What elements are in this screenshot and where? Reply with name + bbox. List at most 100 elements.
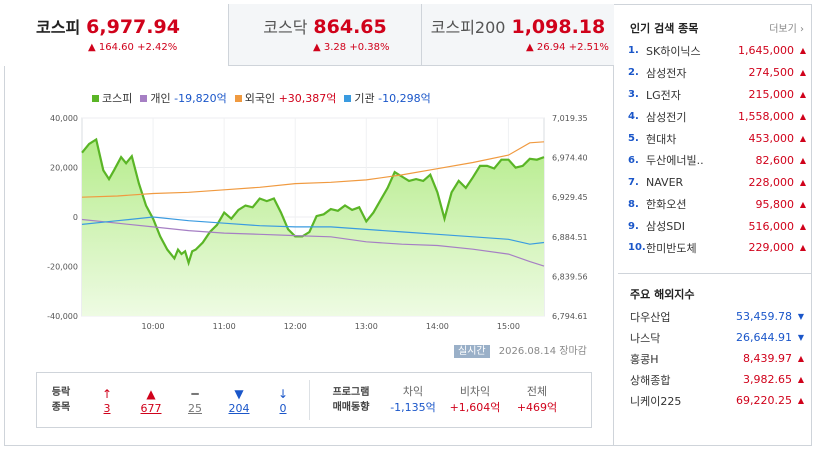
popular-item[interactable]: 10. 한미반도체 229,000 ▲	[628, 237, 806, 259]
popular-item[interactable]: 4. 삼성전기 1,558,000 ▲	[628, 106, 806, 128]
rank-number: 6.	[628, 154, 639, 166]
stock-price: 1,558,000	[738, 110, 794, 124]
right-tick-label: 7,019.35	[552, 114, 588, 123]
popular-item[interactable]: 6. 두산에너빌.. 82,600 ▲	[628, 149, 806, 171]
status-date: 2026.08.14	[498, 346, 557, 357]
world-index-item[interactable]: 나스닥 26,644.91 ▼	[630, 327, 804, 348]
flat-icon: ━	[191, 386, 199, 401]
rising-icon: ▲	[146, 386, 156, 401]
world-index-item[interactable]: 니케이225 69,220.25 ▲	[630, 390, 804, 411]
tab-name: 코스닥	[263, 18, 308, 37]
lower-limit-icon: ↓	[277, 386, 289, 401]
stock-name[interactable]: 현대차	[646, 132, 677, 146]
stock-name[interactable]: 삼성전자	[646, 66, 687, 80]
up-arrow-icon: ▲	[799, 46, 806, 56]
legend-kospi[interactable]: 코스피	[92, 90, 132, 106]
tab-rate: +2.51%	[568, 42, 609, 53]
up-arrow-icon: ▲	[799, 90, 806, 100]
program-item: 차익 -1,135억	[382, 384, 444, 416]
kospi-area	[82, 139, 544, 316]
rank-number: 10.	[628, 242, 646, 254]
index-name[interactable]: 다우산업	[630, 310, 671, 324]
legend-individual[interactable]: 개인 -19,820억	[140, 90, 227, 106]
left-tick-label: 0	[73, 213, 78, 222]
world-index-item[interactable]: 다우산업 53,459.78 ▼	[630, 306, 804, 327]
legend-institution[interactable]: 기관 -10,298억	[344, 90, 431, 106]
more-link[interactable]: 더보기 ›	[769, 24, 804, 35]
index-name[interactable]: 나스닥	[630, 331, 661, 345]
index-name[interactable]: 니케이225	[630, 394, 682, 408]
program-item: 비차익 +1,604억	[444, 384, 506, 416]
right-tick-label: 6,839.56	[552, 272, 588, 281]
rank-number: 3.	[628, 89, 639, 101]
popular-list: 1. SK하이닉스 1,645,000 ▲ 2. 삼성전자 274,500 ▲ 3. LG전자 21…	[628, 40, 806, 259]
up-arrow-icon: ▲	[799, 112, 806, 122]
index-name[interactable]: 홍콩H	[630, 352, 659, 366]
realtime-badge[interactable]: 실시간	[454, 345, 490, 358]
stock-price: 82,600	[755, 153, 795, 167]
stock-name[interactable]: 한화오션	[646, 198, 687, 212]
breadth-count[interactable]: 204	[228, 401, 250, 415]
breadth-count[interactable]: 0	[279, 401, 287, 415]
world-indices-list: 다우산업 53,459.78 ▼ 나스닥 26,644.91 ▼ 홍콩H 8,439.97 ▲ 상…	[630, 306, 804, 411]
world-index-item[interactable]: 홍콩H 8,439.97 ▲	[630, 348, 804, 369]
popular-item[interactable]: 7. NAVER 228,000 ▲	[628, 171, 806, 193]
breadth-count[interactable]: 677	[140, 401, 162, 415]
left-tick-label: -40,000	[47, 312, 78, 321]
popular-item[interactable]: 1. SK하이닉스 1,645,000 ▲	[628, 40, 806, 62]
right-tick-label: 6,929.45	[552, 193, 588, 202]
index-name[interactable]: 상해종합	[630, 373, 671, 387]
program-value: -1,135억	[390, 401, 436, 414]
popular-item[interactable]: 3. LG전자 215,000 ▲	[628, 84, 806, 106]
popular-item[interactable]: 9. 삼성SDI 516,000 ▲	[628, 215, 806, 237]
legend-foreign[interactable]: 외국인 +30,387억	[234, 90, 336, 106]
popular-item[interactable]: 8. 한화오션 95,800 ▲	[628, 193, 806, 215]
tab-value: 1,098.18	[511, 16, 606, 38]
tab-index-1[interactable]: 코스닥 864.65 ▲ 3.28 +0.38%	[229, 4, 422, 66]
stock-name[interactable]: 삼성SDI	[646, 220, 685, 234]
popular-header: 인기 검색 종목 더보기 ›	[630, 20, 804, 36]
popular-title: 인기 검색 종목	[630, 22, 699, 35]
up-arrow-icon: ▲	[799, 177, 806, 187]
rank-number: 9.	[628, 220, 639, 232]
stock-price: 1,645,000	[738, 44, 794, 58]
popular-item[interactable]: 5. 현대차 453,000 ▲	[628, 128, 806, 150]
stock-name[interactable]: LG전자	[646, 88, 681, 102]
down-arrow-icon: ▼	[797, 312, 804, 321]
chevron-right-icon: ›	[800, 24, 804, 35]
institution-series-line	[81, 216, 545, 245]
stock-name[interactable]: NAVER	[646, 175, 684, 189]
stock-price: 229,000	[748, 241, 795, 255]
stock-name[interactable]: SK하이닉스	[646, 44, 701, 58]
tab-change: 164.60	[98, 42, 134, 53]
program-header: 전체	[526, 385, 548, 398]
breadth-falling[interactable]: ▼ 204	[217, 386, 261, 415]
stats-divider	[309, 380, 310, 420]
time-tick-label: 15:00	[497, 322, 520, 331]
time-tick-label: 13:00	[355, 322, 378, 331]
right-tick-label: 6,884.51	[552, 233, 588, 242]
individual-series-line	[81, 218, 545, 267]
breadth-count[interactable]: 3	[103, 401, 111, 415]
world-index-item[interactable]: 상해종합 3,982.65 ▲	[630, 369, 804, 390]
up-arrow-icon: ▲	[799, 243, 806, 253]
stock-name[interactable]: 한미반도체	[646, 241, 697, 255]
breadth-upper-limit[interactable]: ↑ 3	[85, 386, 129, 415]
stock-price: 228,000	[748, 175, 795, 189]
stock-name[interactable]: 삼성전기	[646, 110, 687, 124]
breadth-lower-limit[interactable]: ↓ 0	[261, 386, 305, 415]
breadth-flat[interactable]: ━ 25	[173, 386, 217, 415]
tab-index-0[interactable]: 코스피 6,977.94 ▲ 164.60 +2.42%	[4, 4, 229, 66]
tab-rate: +2.42%	[137, 42, 178, 53]
stock-name[interactable]: 두산에너빌..	[646, 154, 704, 168]
left-tick-label: 20,000	[50, 164, 78, 173]
up-arrow-icon: ▲	[313, 42, 321, 53]
tab-index-2[interactable]: 코스피200 1,098.18 ▲ 26.94 +2.51%	[422, 4, 614, 66]
breadth-rising[interactable]: ▲ 677	[129, 386, 173, 415]
popular-item[interactable]: 2. 삼성전자 274,500 ▲	[628, 62, 806, 84]
foreign-series-line	[81, 141, 545, 198]
up-arrow-icon: ▲	[88, 42, 96, 53]
left-tick-label: 40,000	[50, 114, 78, 123]
breadth-count[interactable]: 25	[188, 401, 202, 415]
rank-number: 7.	[628, 176, 639, 188]
